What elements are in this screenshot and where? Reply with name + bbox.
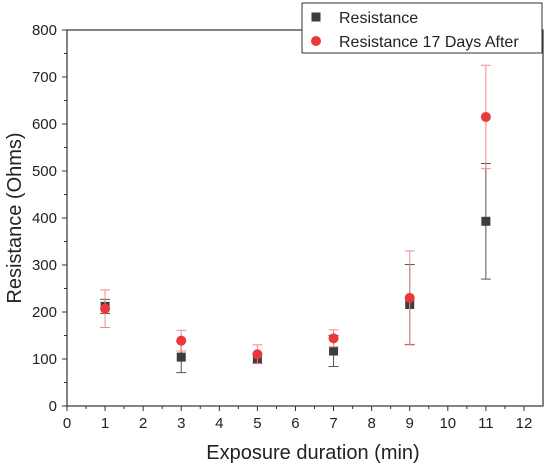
legend-label: Resistance bbox=[339, 10, 418, 27]
x-tick-label: 12 bbox=[516, 415, 533, 432]
data-point-square bbox=[481, 216, 491, 226]
data-point-circle bbox=[328, 333, 339, 344]
x-tick-label: 2 bbox=[139, 415, 147, 432]
plot-frame bbox=[66, 29, 544, 407]
y-tick-label: 200 bbox=[32, 304, 57, 321]
y-tick-label: 600 bbox=[32, 116, 57, 133]
y-axis-label: Resistance (Ohms) bbox=[4, 132, 26, 303]
x-tick-label: 3 bbox=[177, 415, 185, 432]
data-point-square bbox=[176, 352, 186, 362]
series-layer bbox=[100, 64, 491, 374]
y-tick-label: 700 bbox=[32, 69, 57, 86]
data-point-circle bbox=[404, 292, 415, 303]
x-tick-label: 9 bbox=[406, 415, 414, 432]
data-point-circle bbox=[480, 111, 491, 122]
data-point-circle bbox=[176, 335, 187, 346]
series-1 bbox=[100, 162, 491, 374]
x-tick-label: 8 bbox=[367, 415, 375, 432]
axes: 0 1 2 3 4 5 6 7 8 9 10 11 12010020030040050060070080… bbox=[32, 22, 544, 432]
series-2 bbox=[100, 64, 491, 365]
y-tick-label: 0 bbox=[49, 398, 57, 415]
x-tick-label: 7 bbox=[329, 415, 337, 432]
legend-marker-square bbox=[311, 12, 321, 22]
legend-marker-circle bbox=[311, 36, 321, 46]
y-tick-label: 400 bbox=[32, 210, 57, 227]
x-axis-label: Exposure duration (min) bbox=[206, 442, 419, 464]
legend-label: Resistance 17 Days After bbox=[339, 34, 519, 51]
x-tick-label: 4 bbox=[215, 415, 223, 432]
data-point-circle bbox=[100, 303, 111, 314]
x-tick-label: 6 bbox=[291, 415, 299, 432]
data-point-square bbox=[329, 346, 339, 356]
data-point-circle bbox=[252, 349, 263, 360]
y-tick-label: 800 bbox=[32, 22, 57, 39]
legend: Resistance Resistance 17 Days After bbox=[301, 2, 543, 54]
x-tick-label: 5 bbox=[253, 415, 261, 432]
x-tick-label: 11 bbox=[478, 415, 494, 432]
legend-box bbox=[301, 2, 543, 54]
x-tick-label: 1 bbox=[101, 415, 109, 432]
x-tick-label: 0 bbox=[63, 415, 71, 432]
x-tick-label: 10 bbox=[439, 415, 456, 432]
y-tick-label: 100 bbox=[32, 351, 57, 368]
y-tick-label: 300 bbox=[32, 257, 57, 274]
y-tick-label: 500 bbox=[32, 163, 57, 180]
